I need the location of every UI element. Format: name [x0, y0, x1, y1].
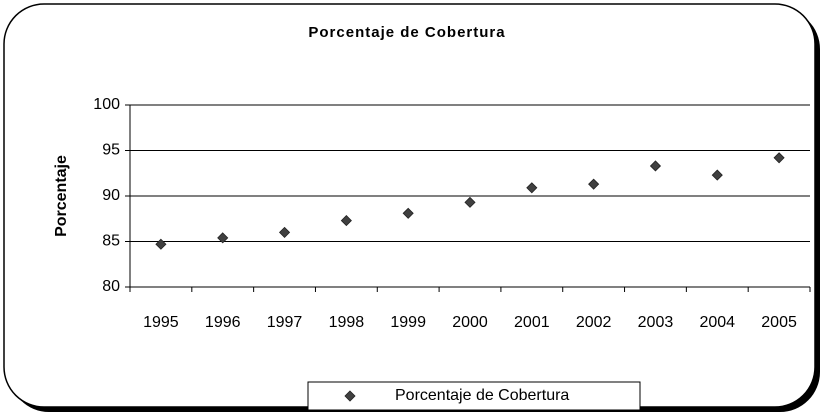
y-tick-label: 100	[93, 96, 120, 113]
frame	[3, 3, 816, 408]
x-tick-label: 1995	[143, 314, 179, 331]
marker	[649, 160, 662, 172]
marker	[340, 215, 352, 227]
x-tick-label: 2000	[452, 314, 488, 331]
chart-title: Porcentaje de Cobertura	[308, 24, 505, 41]
marker	[711, 169, 723, 181]
marker	[278, 226, 291, 238]
x-tick-label: 2001	[514, 314, 550, 331]
x-tick-label: 1997	[267, 314, 303, 331]
y-axis-label: Porcentaje	[53, 155, 70, 237]
y-tick-label: 80	[102, 278, 120, 295]
marker	[155, 238, 167, 250]
x-tick-label: 2005	[761, 314, 797, 331]
x-tick-label: 1996	[205, 314, 241, 331]
marker	[588, 178, 600, 190]
x-tick-label: 1998	[329, 314, 365, 331]
y-tick-label: 95	[102, 142, 120, 159]
x-tick-label: 2002	[576, 314, 612, 331]
marker	[773, 152, 785, 164]
y-tick-label: 90	[102, 187, 120, 204]
legend-marker	[344, 390, 356, 402]
y-tick-label: 85	[102, 233, 120, 250]
marker	[217, 232, 229, 244]
marker	[526, 182, 538, 194]
legend-box	[307, 381, 641, 411]
x-tick-label: 2004	[699, 314, 735, 331]
x-tick-label: 2003	[638, 314, 674, 331]
marker	[464, 196, 476, 208]
marker	[402, 207, 414, 219]
x-tick-label: 1999	[390, 314, 426, 331]
legend-label: Porcentaje de Cobertura	[395, 387, 569, 404]
